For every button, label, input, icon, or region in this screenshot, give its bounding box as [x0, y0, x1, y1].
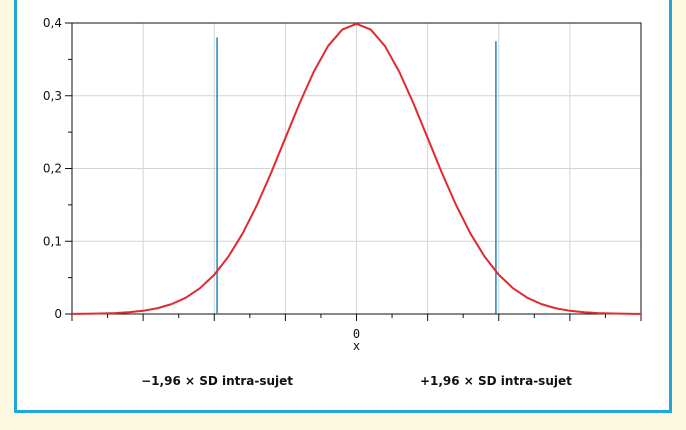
y-tick-label: 0,4 [43, 16, 62, 30]
y-tick-label: 0,1 [43, 234, 62, 248]
sd-annotation: +1,96 × SD intra-sujet [420, 374, 572, 388]
x-axis-title: x [353, 339, 360, 353]
axes [65, 22, 642, 321]
x-tick-label: 0 [353, 327, 360, 341]
series [71, 22, 642, 315]
y-tick-label: 0,3 [43, 89, 62, 103]
labels: 00,10,20,30,40x−1,96 × SD intra-sujet +1,… [43, 16, 572, 388]
y-tick-label: 0,2 [43, 162, 62, 176]
normal-distribution-chart: 00,10,20,30,40x−1,96 × SD intra-sujet +1,… [43, 16, 642, 388]
density-curve [71, 22, 642, 315]
grid [72, 23, 641, 314]
sd-annotation: −1,96 × SD intra-sujet [141, 374, 293, 388]
chart-frame: 0 0,1 0,2 0,3 0,4 0 x −1,96 × SD intra-sujet +1,… [14, 0, 672, 413]
reference-lines [216, 37, 497, 314]
y-tick-label: 0 [54, 307, 62, 321]
